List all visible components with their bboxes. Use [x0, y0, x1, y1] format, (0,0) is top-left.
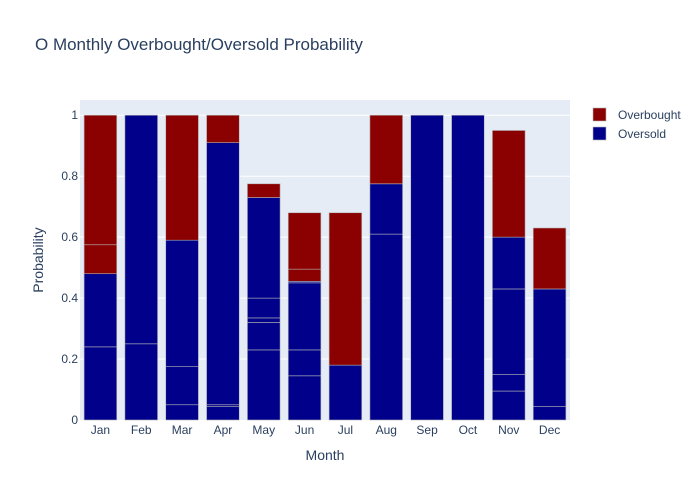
legend-swatch-overbought — [592, 107, 607, 122]
bars — [83, 114, 567, 421]
bar-oversold-jun — [287, 282, 322, 351]
bar-oversold-mar — [165, 404, 199, 421]
x-axis-title: Month — [306, 447, 345, 463]
bar-oversold-dec — [532, 288, 567, 407]
legend-swatch-oversold — [592, 126, 607, 141]
bar-oversold-mar — [165, 239, 199, 367]
bar-overbought-jan — [83, 114, 118, 246]
bar-oversold-jun — [287, 375, 322, 421]
bar-oversold-may — [247, 322, 281, 351]
chart-title: O Monthly Overbought/Oversold Probabilit… — [35, 35, 363, 54]
x-tick-label: Nov — [498, 423, 519, 437]
bar-oversold-jan — [83, 346, 118, 421]
x-tick-label: Dec — [539, 423, 560, 437]
x-tick-label: Mar — [172, 423, 193, 437]
x-tick-label: Sep — [416, 423, 438, 437]
x-tick-label: May — [252, 423, 275, 437]
bar-oversold-feb — [124, 114, 158, 345]
bar-overbought-jan — [83, 244, 118, 275]
bar-overbought-mar — [165, 114, 199, 241]
bar-oversold-may — [247, 197, 281, 299]
x-tick-label: Feb — [131, 423, 152, 437]
y-tick-label: 0.6 — [61, 230, 78, 244]
x-ticks: Jan Feb Mar Apr May Jun Jul Aug Sep Oct Nov Dec — [91, 423, 561, 437]
bar-oversold-jun — [287, 349, 322, 377]
bar-oversold-apr — [206, 142, 240, 406]
y-tick-label: 0.8 — [61, 169, 78, 183]
y-tick-label: 1 — [71, 108, 78, 122]
bar-oversold-nov — [492, 373, 526, 392]
x-tick-label: Jul — [338, 423, 353, 437]
bar-overbought-jun — [287, 212, 322, 270]
bar-overbought-aug — [369, 114, 403, 185]
y-tick-label: 0 — [71, 413, 78, 427]
bar-oversold-aug — [369, 233, 403, 421]
bar-overbought-dec — [532, 227, 567, 290]
y-ticks: 0 0.2 0.4 0.6 0.8 1 — [61, 108, 78, 427]
bar-oversold-nov — [492, 236, 526, 290]
bar-overbought-jun — [287, 268, 322, 282]
bar-oversold-nov — [492, 288, 526, 375]
bar-oversold-aug — [369, 183, 403, 235]
x-tick-label: Jan — [91, 423, 110, 437]
plot-background — [80, 100, 570, 420]
bar-oversold-jan — [83, 273, 118, 348]
legend-label-oversold: Oversold — [618, 127, 666, 141]
y-axis-title: Probability — [30, 227, 46, 292]
bar-overbought-may — [247, 183, 281, 198]
x-tick-label: Apr — [214, 423, 233, 437]
bar-oversold-oct — [451, 114, 485, 421]
bar-oversold-sep — [410, 114, 444, 421]
bar-overbought-nov — [492, 130, 526, 238]
legend: Overbought Oversold — [592, 107, 681, 141]
bar-oversold-dec — [532, 405, 567, 421]
bar-oversold-may — [247, 317, 281, 323]
bar-overbought-jul — [328, 212, 363, 366]
bar-oversold-apr — [206, 405, 240, 421]
legend-label-overbought: Overbought — [618, 108, 681, 122]
bar-oversold-may — [247, 349, 281, 421]
bar-oversold-feb — [124, 343, 158, 421]
x-tick-label: Jun — [295, 423, 314, 437]
x-tick-label: Aug — [376, 423, 397, 437]
x-tick-label: Oct — [459, 423, 478, 437]
bar-oversold-mar — [165, 366, 199, 406]
bar-oversold-nov — [492, 390, 526, 421]
bar-overbought-apr — [206, 114, 240, 143]
y-tick-label: 0.2 — [61, 352, 78, 366]
bar-oversold-may — [247, 297, 281, 319]
bar-oversold-jul — [328, 364, 363, 421]
gridlines — [80, 114, 570, 360]
y-tick-label: 0.4 — [61, 291, 78, 305]
